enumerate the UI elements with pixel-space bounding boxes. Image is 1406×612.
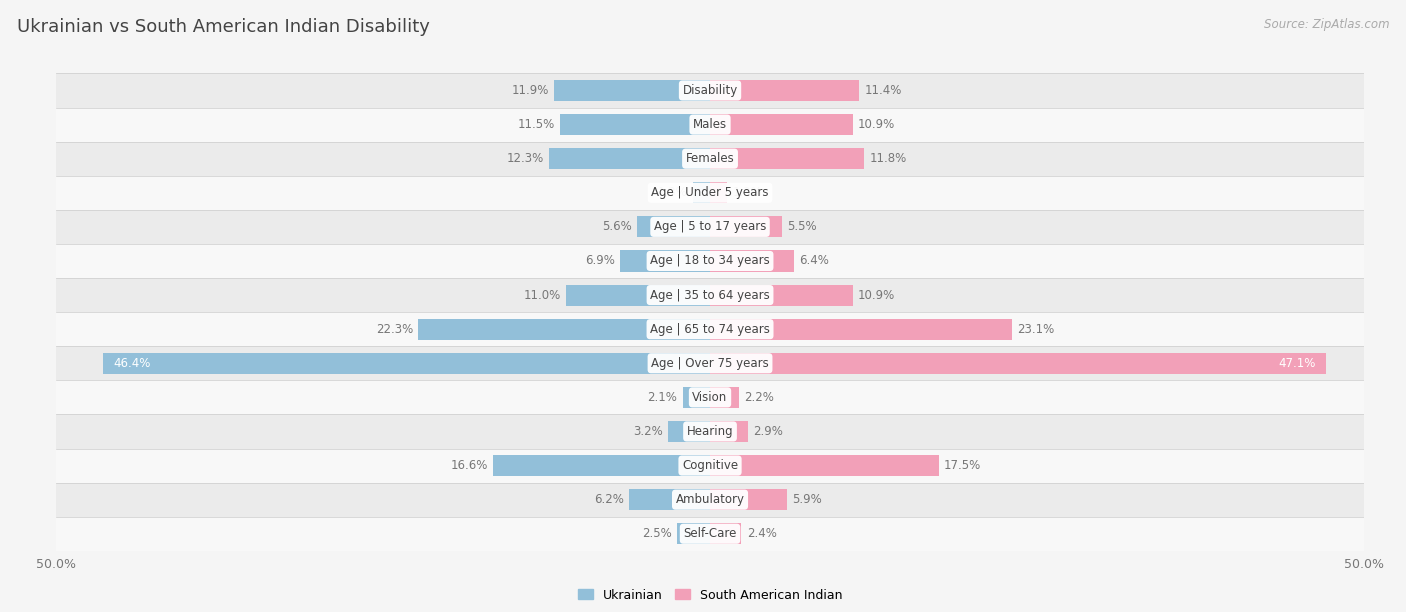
Text: 1.3%: 1.3% [658, 186, 688, 200]
Bar [494, 455, 710, 476]
Text: 2.2%: 2.2% [744, 391, 773, 404]
Text: Cognitive: Cognitive [682, 459, 738, 472]
Bar [56, 414, 1364, 449]
Bar [56, 312, 1364, 346]
Text: 17.5%: 17.5% [943, 459, 981, 472]
Text: 11.4%: 11.4% [865, 84, 901, 97]
Bar [56, 73, 1364, 108]
Text: 2.4%: 2.4% [747, 528, 776, 540]
Bar [56, 380, 1364, 414]
Bar [567, 285, 710, 305]
Text: Age | 18 to 34 years: Age | 18 to 34 years [650, 255, 770, 267]
Bar [620, 250, 710, 272]
Text: Disability: Disability [682, 84, 738, 97]
Bar [56, 346, 1364, 380]
Text: 11.9%: 11.9% [512, 84, 550, 97]
Text: 10.9%: 10.9% [858, 289, 896, 302]
Text: 47.1%: 47.1% [1278, 357, 1316, 370]
Bar [710, 387, 738, 408]
Text: 11.8%: 11.8% [869, 152, 907, 165]
Bar [710, 250, 794, 272]
Bar [628, 489, 710, 510]
Bar [682, 387, 710, 408]
Text: Females: Females [686, 152, 734, 165]
Text: Age | 35 to 64 years: Age | 35 to 64 years [650, 289, 770, 302]
Bar [710, 80, 859, 101]
Text: 23.1%: 23.1% [1018, 323, 1054, 335]
Text: 5.6%: 5.6% [602, 220, 631, 233]
Bar [56, 176, 1364, 210]
Text: Males: Males [693, 118, 727, 131]
Legend: Ukrainian, South American Indian: Ukrainian, South American Indian [572, 584, 848, 606]
Bar [710, 182, 727, 203]
Bar [710, 319, 1012, 340]
Bar [554, 80, 710, 101]
Bar [637, 216, 710, 237]
Text: Age | 65 to 74 years: Age | 65 to 74 years [650, 323, 770, 335]
Bar [56, 244, 1364, 278]
Text: 2.9%: 2.9% [754, 425, 783, 438]
Text: 11.0%: 11.0% [523, 289, 561, 302]
Text: Vision: Vision [692, 391, 728, 404]
Text: Ambulatory: Ambulatory [675, 493, 745, 506]
Text: 10.9%: 10.9% [858, 118, 896, 131]
Text: 2.5%: 2.5% [643, 528, 672, 540]
Bar [693, 182, 710, 203]
Text: 6.2%: 6.2% [593, 493, 624, 506]
Text: Self-Care: Self-Care [683, 528, 737, 540]
Text: 6.9%: 6.9% [585, 255, 614, 267]
Text: 2.1%: 2.1% [648, 391, 678, 404]
Bar [103, 353, 710, 374]
Text: Age | Over 75 years: Age | Over 75 years [651, 357, 769, 370]
Bar [56, 483, 1364, 517]
Bar [710, 523, 741, 544]
Text: 1.3%: 1.3% [733, 186, 762, 200]
Bar [710, 353, 1326, 374]
Bar [668, 421, 710, 442]
Text: 5.9%: 5.9% [793, 493, 823, 506]
Bar [56, 278, 1364, 312]
Text: Hearing: Hearing [686, 425, 734, 438]
Bar [56, 210, 1364, 244]
Text: 6.4%: 6.4% [799, 255, 828, 267]
Text: Age | Under 5 years: Age | Under 5 years [651, 186, 769, 200]
Bar [419, 319, 710, 340]
Bar [710, 489, 787, 510]
Text: Ukrainian vs South American Indian Disability: Ukrainian vs South American Indian Disab… [17, 18, 430, 36]
Text: Source: ZipAtlas.com: Source: ZipAtlas.com [1264, 18, 1389, 31]
Text: 12.3%: 12.3% [506, 152, 544, 165]
Bar [560, 114, 710, 135]
Bar [550, 148, 710, 170]
Bar [710, 216, 782, 237]
Bar [678, 523, 710, 544]
Text: 46.4%: 46.4% [114, 357, 152, 370]
Bar [710, 285, 852, 305]
Bar [56, 141, 1364, 176]
Bar [710, 114, 852, 135]
Text: 5.5%: 5.5% [787, 220, 817, 233]
Text: 3.2%: 3.2% [633, 425, 664, 438]
Text: 16.6%: 16.6% [450, 459, 488, 472]
Bar [710, 421, 748, 442]
Bar [56, 449, 1364, 483]
Bar [710, 148, 865, 170]
Text: 11.5%: 11.5% [517, 118, 554, 131]
Bar [56, 517, 1364, 551]
Text: Age | 5 to 17 years: Age | 5 to 17 years [654, 220, 766, 233]
Text: 22.3%: 22.3% [375, 323, 413, 335]
Bar [56, 108, 1364, 141]
Bar [710, 455, 939, 476]
